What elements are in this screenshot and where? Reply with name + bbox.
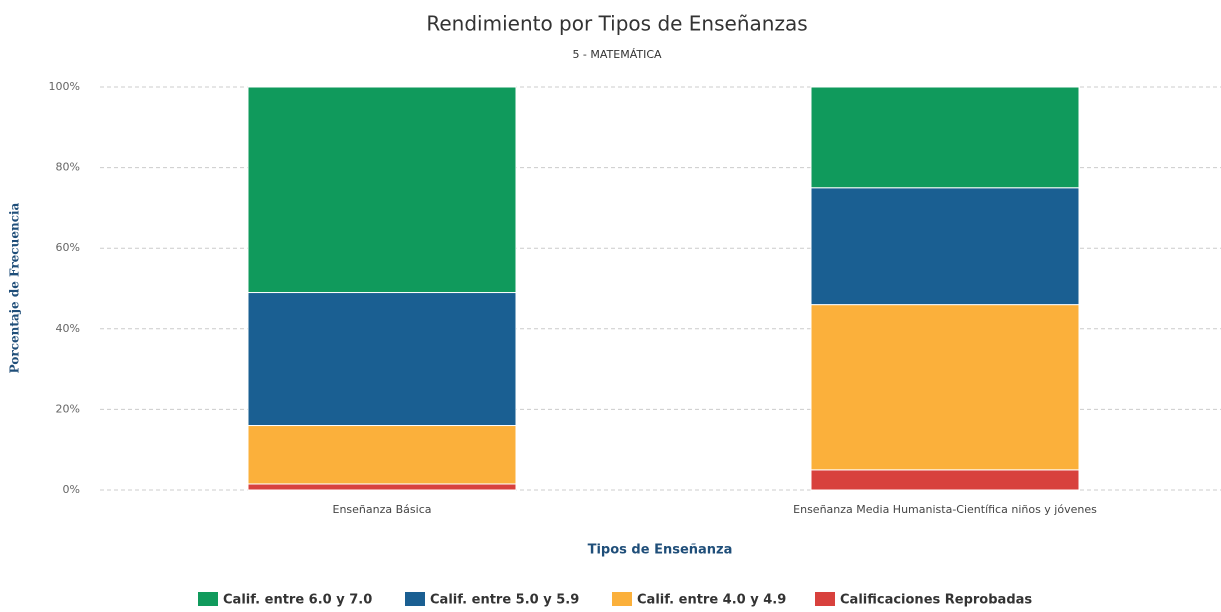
legend-swatch bbox=[815, 592, 835, 606]
y-axis-label: Porcentaje de Frecuencia bbox=[8, 202, 22, 373]
legend-label: Calificaciones Reprobadas bbox=[840, 593, 1032, 608]
bar-segment bbox=[810, 304, 1080, 471]
y-tick-label: 80% bbox=[56, 161, 80, 174]
x-tick-label: Enseñanza Media Humanista-Científica niñ… bbox=[793, 503, 1097, 516]
bar-segment bbox=[247, 86, 517, 294]
x-axis-label: Tipos de Enseñanza bbox=[588, 543, 733, 558]
chart-subtitle: 5 - MATEMÁTICA bbox=[572, 48, 662, 61]
chart-title: Rendimiento por Tipos de Enseñanzas bbox=[426, 12, 807, 36]
y-tick-label: 60% bbox=[56, 241, 80, 254]
legend-swatch bbox=[198, 592, 218, 606]
x-tick-label: Enseñanza Básica bbox=[333, 503, 432, 516]
y-tick-label: 0% bbox=[63, 483, 80, 496]
bar-segment bbox=[247, 483, 517, 491]
bar-segment bbox=[247, 292, 517, 427]
y-tick-label: 40% bbox=[56, 322, 80, 335]
legend-swatch bbox=[612, 592, 632, 606]
y-tick-label: 100% bbox=[49, 80, 80, 93]
bar-segment bbox=[810, 86, 1080, 189]
legend-label: Calif. entre 5.0 y 5.9 bbox=[430, 593, 579, 608]
bar-segment bbox=[247, 425, 517, 485]
legend-label: Calif. entre 4.0 y 4.9 bbox=[637, 593, 786, 608]
legend-label: Calif. entre 6.0 y 7.0 bbox=[223, 593, 372, 608]
bar-segment bbox=[810, 187, 1080, 306]
legend-swatch bbox=[405, 592, 425, 606]
bar-segment bbox=[810, 469, 1080, 491]
y-tick-label: 20% bbox=[56, 402, 80, 415]
